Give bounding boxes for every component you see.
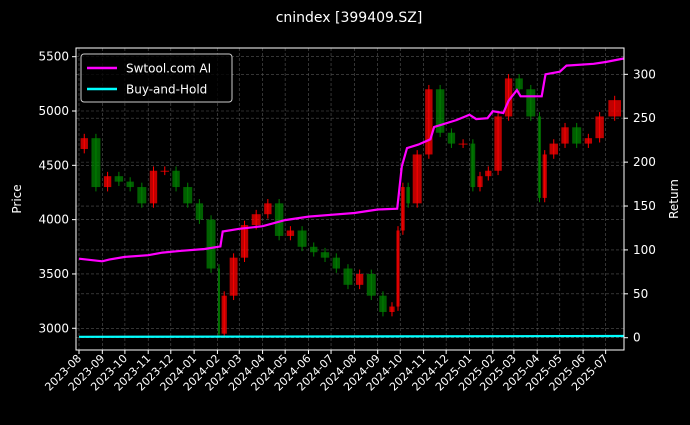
candle-body bbox=[412, 154, 422, 204]
candle-body bbox=[320, 252, 330, 258]
candle-body bbox=[561, 127, 569, 144]
candle-body bbox=[103, 176, 112, 188]
candle-body bbox=[297, 230, 307, 247]
y-tick-label-left: 5500 bbox=[38, 50, 69, 64]
candle-body bbox=[343, 268, 353, 285]
candle-body bbox=[149, 170, 158, 204]
chart-title: cnindex [399409.SZ] bbox=[276, 10, 423, 26]
candle-body bbox=[274, 203, 284, 236]
candle-body bbox=[537, 116, 542, 198]
candle-body bbox=[366, 273, 376, 296]
candle-body bbox=[435, 89, 445, 133]
candle-body bbox=[114, 176, 124, 182]
y-tick-label-right: 250 bbox=[633, 111, 656, 125]
candle-body bbox=[206, 219, 216, 269]
candle-body bbox=[240, 225, 249, 258]
candle-body bbox=[425, 89, 433, 155]
candle-body bbox=[126, 181, 134, 188]
y-tick-label-left: 4500 bbox=[38, 158, 69, 172]
candle-body bbox=[608, 100, 622, 117]
candle-body bbox=[595, 116, 604, 139]
candle-body bbox=[584, 138, 593, 144]
candle-body bbox=[91, 138, 101, 188]
candle-body bbox=[526, 89, 536, 117]
lines bbox=[78, 57, 624, 338]
candle-body bbox=[389, 306, 395, 312]
candles bbox=[80, 74, 622, 339]
candle-body bbox=[229, 257, 238, 296]
candle-body bbox=[485, 170, 492, 177]
candle-body bbox=[137, 187, 147, 204]
candle-body bbox=[572, 127, 582, 144]
legend: Swtool.com AI Buy-and-Hold bbox=[80, 53, 233, 103]
candle-body bbox=[477, 176, 483, 188]
candle-body bbox=[221, 295, 227, 334]
plot-frame bbox=[75, 47, 625, 351]
y-tick-label-right: 150 bbox=[633, 199, 656, 213]
candle-body bbox=[542, 154, 547, 198]
y-tick-label-left: 4000 bbox=[38, 213, 69, 227]
candle-body bbox=[332, 257, 340, 269]
legend-label-buy-hold: Buy-and-Hold bbox=[126, 83, 207, 97]
candle-body bbox=[217, 268, 220, 334]
candle-body bbox=[470, 143, 476, 188]
y-axis-label-right: Return bbox=[667, 179, 681, 219]
candle-body bbox=[447, 132, 456, 144]
candle-body bbox=[406, 187, 411, 204]
candle-body bbox=[310, 246, 318, 253]
y-tick-label-right: 100 bbox=[633, 243, 656, 257]
candle-body bbox=[183, 187, 193, 204]
candle-body bbox=[494, 116, 502, 171]
candle-body bbox=[160, 170, 169, 172]
strategy-line bbox=[78, 57, 624, 263]
candle-body bbox=[172, 170, 180, 188]
candle-body bbox=[355, 273, 364, 285]
candle-body bbox=[286, 230, 295, 236]
y-tick-label-left: 3500 bbox=[38, 267, 69, 281]
y-tick-label-right: 300 bbox=[633, 67, 656, 81]
y-axis-label-left: Price bbox=[10, 184, 24, 213]
y-tick-label-right: 0 bbox=[633, 331, 641, 345]
buy-hold-line bbox=[78, 334, 624, 338]
y-tick-label-right: 50 bbox=[633, 287, 648, 301]
candle-body bbox=[504, 78, 513, 117]
candle-body bbox=[401, 187, 405, 231]
legend-label-strategy: Swtool.com AI bbox=[126, 62, 211, 76]
candle-body bbox=[80, 138, 88, 150]
y-tick-label-right: 200 bbox=[633, 155, 656, 169]
candle-body bbox=[195, 203, 204, 220]
candle-body bbox=[515, 78, 523, 90]
candle-body bbox=[396, 230, 400, 307]
y-tick-label-left: 5000 bbox=[38, 104, 69, 118]
candle-body bbox=[549, 143, 558, 155]
y-tick-label-left: 3000 bbox=[38, 321, 69, 335]
candle-body bbox=[458, 143, 468, 145]
candle-body bbox=[251, 214, 261, 226]
legend-box bbox=[80, 53, 233, 103]
candle-body bbox=[264, 203, 272, 215]
candle-body bbox=[379, 295, 387, 312]
